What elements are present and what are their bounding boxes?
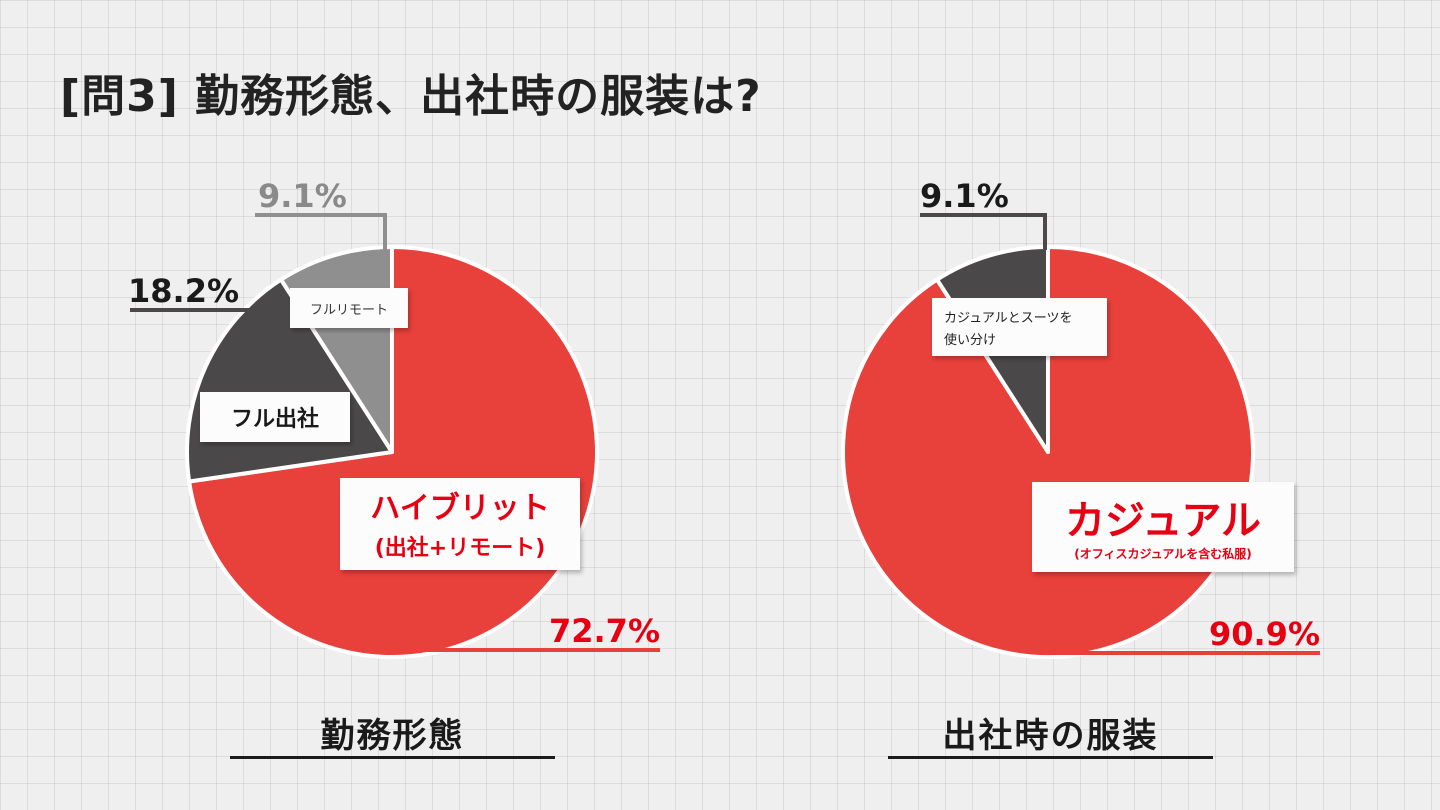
pie-chart-work-style: 72.7% 18.2% 9.1% フルリモート フル出社 ハイブリット (出社+… bbox=[128, 177, 660, 659]
value-label-full-office: 18.2% bbox=[128, 272, 239, 310]
tag-full-office: フル出社 bbox=[200, 392, 350, 442]
tag-casual: カジュアル (オフィスカジュアルを含む私服) bbox=[1032, 482, 1294, 572]
value-label-casual-and-suit: 9.1% bbox=[920, 177, 1009, 215]
value-label-hybrid: 72.7% bbox=[549, 612, 660, 650]
pie-chart-office-attire: 90.9% 9.1% カジュアルとスーツを 使い分け カジュアル (オフィスカジ… bbox=[841, 177, 1320, 659]
tag-full-office-label: フル出社 bbox=[231, 406, 319, 432]
value-label-full-remote: 9.1% bbox=[258, 177, 347, 215]
tag-casual-label: カジュアル bbox=[1065, 498, 1261, 544]
caption-work-style: 勤務形態 bbox=[320, 716, 465, 756]
tag-hybrid-label: ハイブリット bbox=[370, 491, 549, 526]
tag-casual-and-suit: カジュアルとスーツを 使い分け bbox=[932, 298, 1107, 356]
caption-office-attire: 出社時の服装 bbox=[942, 716, 1159, 756]
value-label-casual: 90.9% bbox=[1209, 615, 1320, 653]
tag-full-remote-label: フルリモート bbox=[310, 303, 388, 318]
page-title: [問3] 勤務形態、出社時の服装は? bbox=[60, 71, 762, 122]
tag-hybrid: ハイブリット (出社+リモート) bbox=[340, 478, 580, 570]
leader-line-casual-and-suit bbox=[920, 213, 1047, 250]
tag-casual-and-suit-label-line1: カジュアルとスーツを bbox=[944, 311, 1072, 326]
caption-underline-work-style bbox=[230, 756, 555, 759]
tag-hybrid-sublabel: (出社+リモート) bbox=[375, 535, 546, 561]
tag-casual-sublabel: (オフィスカジュアルを含む私服) bbox=[1074, 546, 1252, 561]
leader-line-full-remote bbox=[255, 213, 387, 250]
tag-full-remote: フルリモート bbox=[290, 288, 408, 328]
tag-casual-and-suit-label-line2: 使い分け bbox=[944, 332, 996, 348]
caption-underline-office-attire bbox=[888, 756, 1213, 759]
